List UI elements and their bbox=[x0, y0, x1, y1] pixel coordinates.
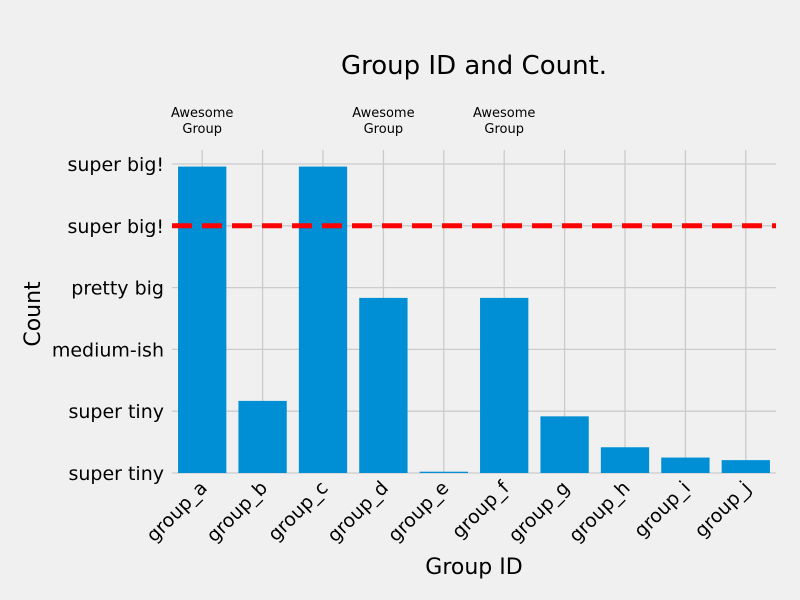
bar-group_d bbox=[359, 297, 408, 473]
x-tick-label: group_f bbox=[448, 476, 515, 543]
x-tick-label: group_j bbox=[690, 477, 755, 542]
bar-group_c bbox=[298, 166, 348, 473]
x-tick-label: group_e bbox=[384, 477, 454, 547]
annotation-group_d: Awesome Group bbox=[352, 106, 414, 137]
annotation-group_a: Awesome Group bbox=[171, 106, 233, 137]
x-axis-label: Group ID bbox=[425, 555, 522, 580]
bars bbox=[178, 166, 770, 473]
x-tick-label: group_d bbox=[323, 477, 393, 547]
y-tick-label: medium-ish bbox=[52, 339, 164, 361]
x-tick-label: group_i bbox=[630, 477, 695, 542]
annotations: Awesome Group Awesome Group Awesome Group bbox=[171, 106, 535, 137]
annotation-group_f: Awesome Group bbox=[473, 106, 535, 137]
x-tick-label: group_c bbox=[264, 477, 333, 546]
chart-title: Group ID and Count. bbox=[341, 51, 607, 81]
bar-group_f bbox=[480, 297, 529, 473]
x-tick-labels: group_agroup_bgroup_cgroup_dgroup_egroup… bbox=[142, 476, 755, 547]
y-tick-label: pretty big bbox=[71, 278, 164, 300]
y-tick-label: super tiny bbox=[68, 401, 164, 423]
y-axis-label: Count bbox=[21, 281, 46, 347]
bar-group_h bbox=[600, 447, 650, 473]
x-tick-label: group_g bbox=[504, 477, 574, 547]
bar-group_g bbox=[540, 416, 589, 473]
bar-group_a bbox=[178, 166, 227, 473]
y-tick-labels: super tiny super tiny medium-ish pretty big… bbox=[52, 154, 164, 485]
bar-group_i bbox=[661, 457, 710, 473]
bar-group_b bbox=[238, 400, 287, 473]
bar-group_e bbox=[419, 471, 468, 473]
y-tick-label: super tiny bbox=[68, 463, 164, 485]
x-tick-label: group_b bbox=[202, 477, 272, 547]
x-tick-label: group_h bbox=[565, 477, 635, 547]
bar-group_j bbox=[721, 460, 770, 473]
y-tick-label: super big! bbox=[67, 216, 164, 238]
y-tick-label: super big! bbox=[67, 154, 164, 176]
x-tick-label: group_a bbox=[142, 477, 212, 547]
